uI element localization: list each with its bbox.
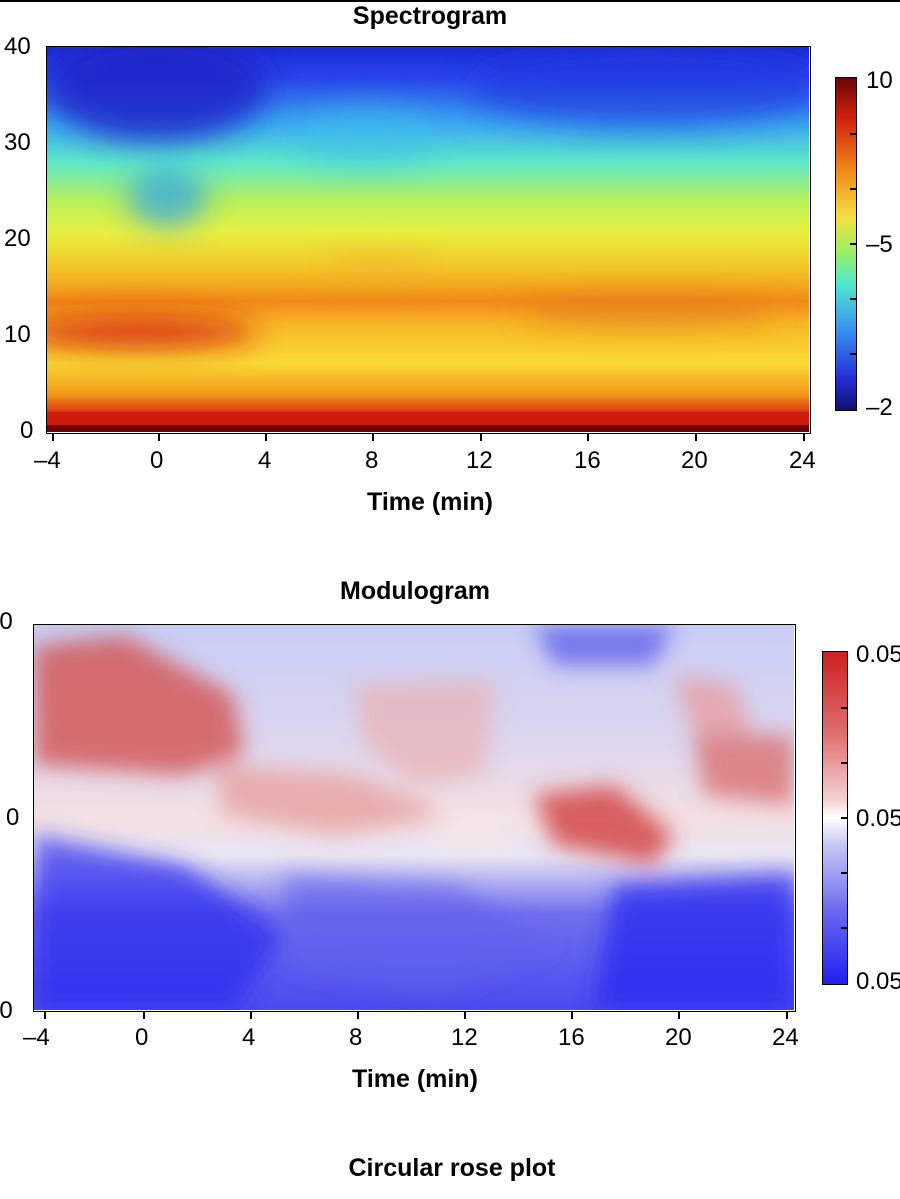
spectrogram-cbar-label-mid: –5 <box>866 231 893 258</box>
spectrogram-ytick-40: 40 <box>4 33 31 60</box>
modulogram-ytick-mid: 0 <box>6 804 20 831</box>
modulogram-xtick-8: 8 <box>349 1024 363 1051</box>
modulogram-cbar-label-bottom: 0.05 <box>856 968 900 995</box>
spectrogram-xtickmark <box>372 434 374 441</box>
colorbar-tick <box>841 927 848 929</box>
spectrogram-ytick-30: 30 <box>4 129 31 156</box>
spectrogram-xtick-12: 12 <box>466 447 493 474</box>
spectrogram-xtick-8: 8 <box>365 447 379 474</box>
modulogram-heatmap <box>34 625 794 1010</box>
spectrogram-plot-area <box>46 46 811 434</box>
spectrogram-xtick-16: 16 <box>574 447 601 474</box>
spectrogram-xtickmark <box>158 434 160 441</box>
spectrogram-cbar-label-top: 10 <box>866 67 893 94</box>
colorbar-tick <box>850 298 857 300</box>
modulogram-colorbar <box>822 651 848 985</box>
modulogram-plot-area <box>33 624 796 1012</box>
modulogram-xtick-m4: –4 <box>23 1024 50 1051</box>
spectrogram-xtick-24: 24 <box>789 447 816 474</box>
top-border-line <box>0 0 900 2</box>
spectrogram-xtickmark <box>587 434 589 441</box>
colorbar-tick <box>841 762 848 764</box>
spectrogram-ytick-20: 20 <box>4 225 31 252</box>
colorbar-tick <box>841 817 848 819</box>
spectrogram-xtick-4: 4 <box>258 447 272 474</box>
modulogram-xtickmark <box>250 1012 252 1019</box>
modulogram-title: Modulogram <box>340 577 490 605</box>
spectrogram-xtickmark <box>803 434 805 441</box>
modulogram-xtick-12: 12 <box>451 1024 478 1051</box>
colorbar-tick <box>850 243 857 245</box>
modulogram-xtick-0: 0 <box>135 1024 149 1051</box>
spectrogram-xtickmark <box>695 434 697 441</box>
spectrogram-xlabel: Time (min) <box>367 488 493 516</box>
modulogram-xlabel: Time (min) <box>352 1065 478 1093</box>
spectrogram-xtick-0: 0 <box>150 447 164 474</box>
spectrogram-ytick-10: 10 <box>4 321 31 348</box>
modulogram-ytick-top: 30 <box>0 608 13 635</box>
spectrogram-xtickmark <box>265 434 267 441</box>
modulogram-xtickmark <box>786 1012 788 1019</box>
modulogram-xtick-4: 4 <box>242 1024 256 1051</box>
modulogram-xtickmark <box>464 1012 466 1019</box>
modulogram-xtickmark <box>143 1012 145 1019</box>
rose-plot-title: Circular rose plot <box>348 1154 556 1182</box>
spectrogram-xtickmark <box>52 434 54 441</box>
modulogram-xtick-16: 16 <box>558 1024 585 1051</box>
modulogram-xtick-24: 24 <box>772 1024 799 1051</box>
modulogram-xtickmark <box>44 1012 46 1019</box>
colorbar-tick <box>850 133 857 135</box>
modulogram-xtickmark <box>357 1012 359 1019</box>
modulogram-xtick-20: 20 <box>665 1024 692 1051</box>
modulogram-cbar-label-top: 0.05 <box>856 641 900 668</box>
spectrogram-colorbar <box>835 77 857 411</box>
modulogram-ytick-bottom: 30 <box>0 997 13 1024</box>
colorbar-tick <box>841 707 848 709</box>
spectrogram-heatmap <box>47 47 809 432</box>
spectrogram-ytick-0: 0 <box>20 417 34 444</box>
colorbar-tick <box>841 872 848 874</box>
spectrogram-xtick-m4: –4 <box>34 447 61 474</box>
colorbar-tick <box>850 353 857 355</box>
modulogram-xtickmark <box>678 1012 680 1019</box>
colorbar-tick <box>850 188 857 190</box>
spectrogram-title: Spectrogram <box>352 2 508 30</box>
modulogram-xtickmark <box>571 1012 573 1019</box>
spectrogram-xtickmark <box>480 434 482 441</box>
spectrogram-xtick-20: 20 <box>681 447 708 474</box>
modulogram-cbar-label-mid: 0.05 <box>856 805 900 832</box>
spectrogram-cbar-label-bottom: –2 <box>866 394 893 421</box>
